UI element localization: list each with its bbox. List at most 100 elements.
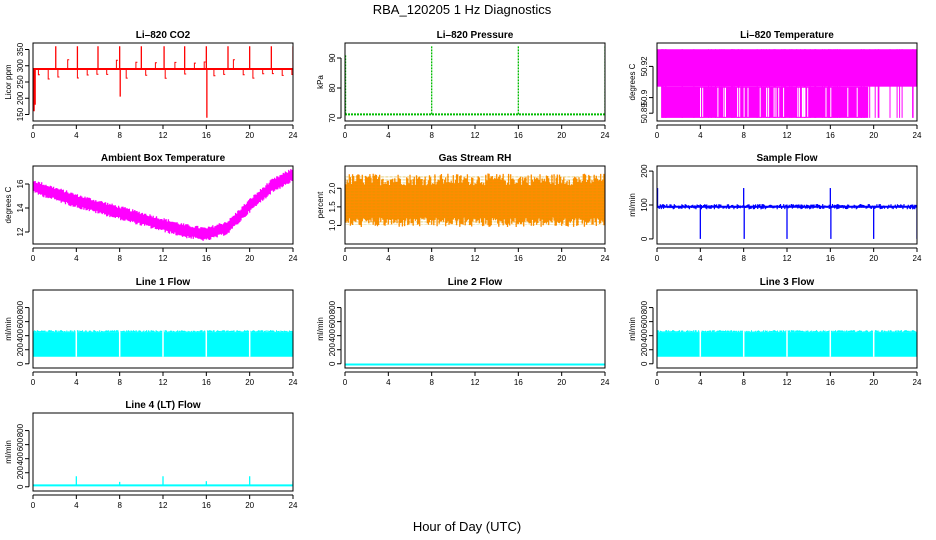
y-tick-label: 50.9 (640, 89, 649, 105)
x-tick-label: 4 (74, 501, 79, 510)
panel-title: Li–820 Pressure (437, 30, 514, 41)
x-tick-label: 4 (74, 254, 79, 263)
series-band (345, 173, 605, 227)
x-tick-label: 16 (202, 131, 211, 140)
y-tick-label: 50.89 (640, 103, 649, 124)
series-gaps (75, 329, 251, 357)
panel-data (345, 173, 605, 227)
panel-frame (344, 42, 606, 122)
y-tick-label: 2.0 (328, 182, 337, 194)
x-tick-label: 20 (869, 254, 878, 263)
x-tick-label: 24 (601, 254, 610, 263)
chart-panel: Ambient Box Temperature 0 4 8 12 16 20 24 12 14 16… (4, 153, 298, 263)
x-tick-label: 8 (429, 254, 434, 263)
series-hooks (37, 59, 293, 80)
panel-data (657, 329, 917, 357)
x-tick-label: 0 (31, 254, 36, 263)
x-tick-label: 0 (655, 254, 660, 263)
y-tick-label: 800 (16, 300, 25, 314)
x-tick-label: 16 (826, 378, 835, 387)
x-tick-label: 16 (514, 254, 523, 263)
panel-title: Li–820 CO2 (136, 30, 191, 41)
x-tick-label: 0 (655, 378, 660, 387)
x-tick-label: 20 (869, 131, 878, 140)
y-tick-label: 100 (640, 198, 649, 212)
x-tick-label: 0 (31, 378, 36, 387)
y-tick-label: 16 (16, 179, 25, 188)
x-tick-label: 12 (159, 501, 168, 510)
y-tick-label: 200 (328, 342, 337, 356)
panel-data (33, 169, 293, 241)
x-tick-label: 20 (869, 378, 878, 387)
y-tick-label: 0 (640, 236, 649, 241)
y-tick-label: 70 (328, 113, 337, 122)
x-tick-label: 8 (117, 378, 122, 387)
x-tick-label: 16 (826, 254, 835, 263)
y-axis-label: ml/min (316, 317, 325, 341)
y-axis-label: Licor ppm (4, 64, 13, 99)
x-tick-label: 20 (245, 501, 254, 510)
x-tick-label: 20 (557, 254, 566, 263)
x-tick-label: 8 (117, 254, 122, 263)
panel-frame (344, 165, 606, 245)
y-tick-label: 50.92 (640, 56, 649, 77)
panel-frame (656, 42, 918, 122)
x-tick-label: 20 (557, 131, 566, 140)
x-tick-label: 12 (783, 378, 792, 387)
y-tick-label: 200 (640, 164, 649, 178)
x-tick-label: 0 (31, 501, 36, 510)
y-axis-label: percent (316, 191, 325, 218)
x-tick-label: 24 (913, 378, 922, 387)
y-axis-label: ml/min (4, 440, 13, 464)
x-tick-label: 20 (245, 378, 254, 387)
chart-panel: Line 4 (LT) Flow 0 4 8 12 16 20 24 0 200400600800… (4, 400, 298, 510)
y-tick-label: 800 (328, 300, 337, 314)
figure-title: RBA_120205 1 Hz Diagnostics (373, 2, 552, 17)
x-tick-label: 12 (783, 131, 792, 140)
y-tick-label: 600 (640, 314, 649, 328)
x-tick-label: 4 (74, 378, 79, 387)
x-tick-label: 24 (913, 131, 922, 140)
y-tick-label: 250 (16, 75, 25, 89)
panel-data (33, 46, 293, 118)
series-gaps (699, 329, 875, 357)
panel-title: Line 2 Flow (448, 277, 503, 288)
x-tick-label: 0 (343, 131, 348, 140)
y-tick-label: 350 (16, 42, 25, 56)
x-tick-label: 12 (783, 254, 792, 263)
x-tick-label: 24 (601, 378, 610, 387)
y-tick-label: 1.0 (328, 219, 337, 231)
x-tick-label: 12 (159, 378, 168, 387)
y-tick-label: 300 (16, 59, 25, 73)
panel-title: Ambient Box Temperature (101, 153, 226, 164)
y-tick-label: 200 (16, 465, 25, 479)
panel-data (33, 476, 293, 487)
y-tick-label: 150 (16, 107, 25, 121)
y-tick-label: 600 (16, 314, 25, 328)
x-tick-label: 8 (741, 254, 746, 263)
x-tick-label: 20 (245, 254, 254, 263)
y-axis-label: degrees C (628, 63, 637, 100)
panel-data (657, 188, 917, 239)
x-tick-label: 16 (202, 501, 211, 510)
y-tick-label: 800 (640, 300, 649, 314)
y-axis-label: ml/min (628, 317, 637, 341)
y-tick-label: 600 (16, 437, 25, 451)
panel-data (345, 46, 605, 116)
y-tick-label: 800 (16, 423, 25, 437)
panel-title: Line 4 (LT) Flow (125, 400, 201, 411)
x-tick-label: 0 (655, 131, 660, 140)
x-tick-label: 20 (557, 378, 566, 387)
x-tick-label: 8 (741, 378, 746, 387)
y-tick-label: 0 (16, 484, 25, 489)
x-tick-label: 4 (386, 378, 391, 387)
x-tick-label: 4 (698, 378, 703, 387)
x-tick-label: 8 (117, 131, 122, 140)
series-band (33, 169, 293, 241)
panel-title: Sample Flow (756, 153, 817, 164)
x-tick-label: 24 (289, 131, 298, 140)
panel-title: Line 1 Flow (136, 277, 191, 288)
panel-frame (32, 42, 294, 122)
